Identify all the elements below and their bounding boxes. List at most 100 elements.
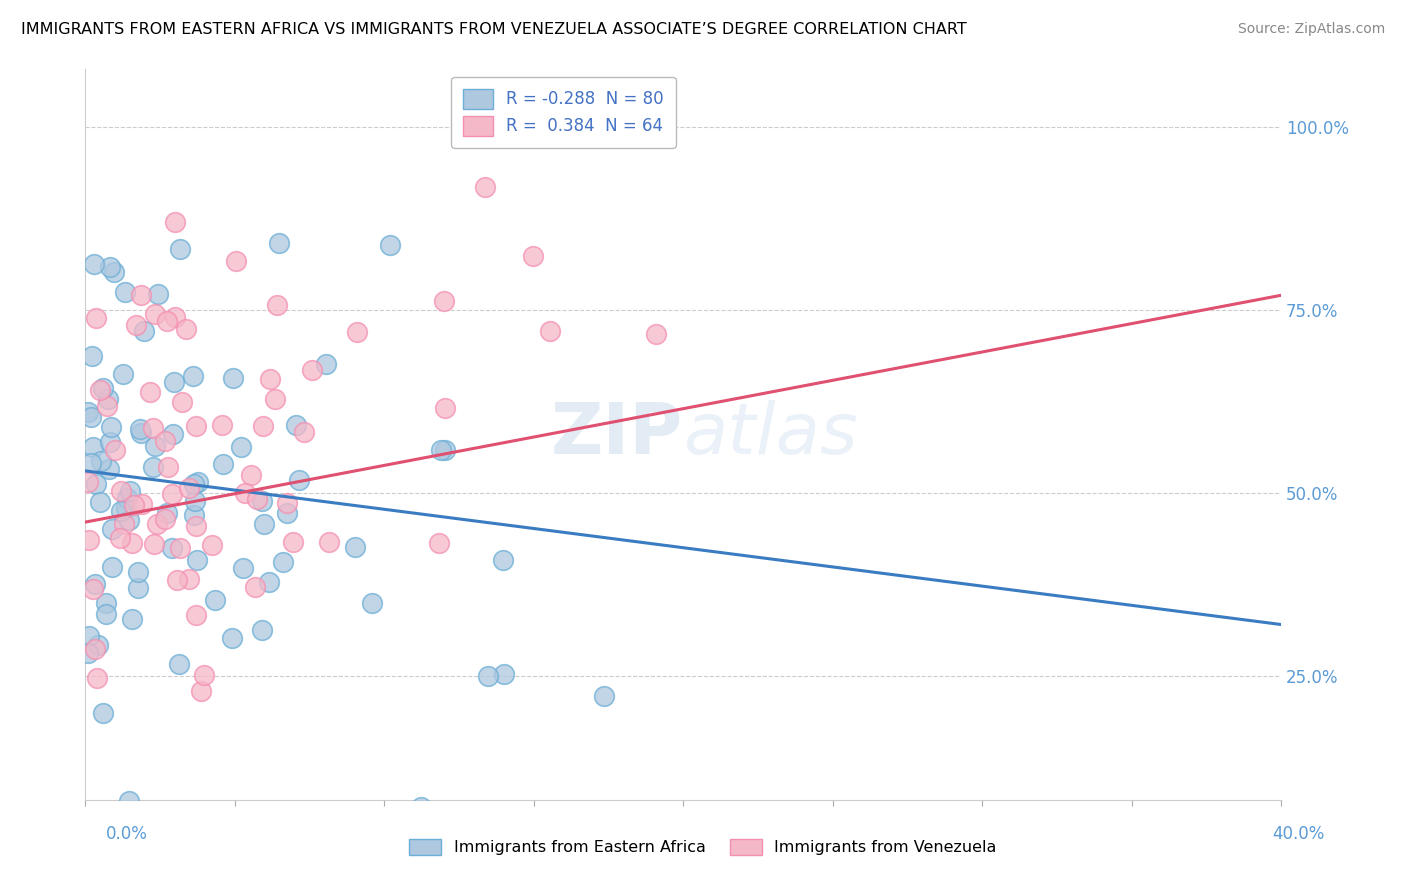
Point xyxy=(82,349,104,363)
Point xyxy=(108,531,131,545)
Point xyxy=(112,367,135,381)
Point xyxy=(167,657,190,671)
Point xyxy=(127,566,149,580)
Point xyxy=(115,491,138,505)
Point xyxy=(538,324,561,338)
Point xyxy=(79,629,101,643)
Point xyxy=(184,419,207,434)
Point xyxy=(285,418,308,433)
Point xyxy=(184,494,207,508)
Point xyxy=(121,536,143,550)
Point xyxy=(125,318,148,333)
Point xyxy=(292,425,315,440)
Point xyxy=(121,612,143,626)
Point xyxy=(276,496,298,510)
Point xyxy=(276,507,298,521)
Point xyxy=(169,541,191,555)
Point xyxy=(82,582,104,596)
Point xyxy=(183,477,205,491)
Point xyxy=(343,541,366,555)
Point xyxy=(139,384,162,399)
Point xyxy=(83,577,105,591)
Point xyxy=(86,477,108,491)
Point xyxy=(153,434,176,448)
Point xyxy=(157,459,180,474)
Point xyxy=(82,440,104,454)
Point xyxy=(235,486,257,500)
Point xyxy=(522,249,544,263)
Point xyxy=(143,307,166,321)
Point xyxy=(86,638,108,652)
Point xyxy=(118,794,141,808)
Point xyxy=(122,498,145,512)
Point xyxy=(83,257,105,271)
Point xyxy=(110,504,132,518)
Legend: Immigrants from Eastern Africa, Immigrants from Venezuela: Immigrants from Eastern Africa, Immigran… xyxy=(402,832,1004,862)
Point xyxy=(77,646,100,660)
Point xyxy=(183,508,205,523)
Point xyxy=(494,667,516,681)
Point xyxy=(118,484,141,499)
Point xyxy=(644,327,666,342)
Text: 0.0%: 0.0% xyxy=(105,825,148,843)
Point xyxy=(184,519,207,533)
Point xyxy=(172,395,194,409)
Point xyxy=(250,623,273,637)
Point xyxy=(271,555,294,569)
Point xyxy=(160,487,183,501)
Point xyxy=(378,238,401,252)
Point xyxy=(232,561,254,575)
Text: ZIP: ZIP xyxy=(551,400,683,469)
Point xyxy=(98,435,121,450)
Point xyxy=(134,325,156,339)
Point xyxy=(80,456,103,470)
Point xyxy=(204,592,226,607)
Point xyxy=(434,443,457,458)
Point xyxy=(281,534,304,549)
Point xyxy=(165,215,187,229)
Text: Source: ZipAtlas.com: Source: ZipAtlas.com xyxy=(1237,22,1385,37)
Point xyxy=(155,512,177,526)
Point xyxy=(211,418,233,433)
Point xyxy=(89,495,111,509)
Point xyxy=(127,581,149,595)
Point xyxy=(160,541,183,555)
Point xyxy=(301,363,323,377)
Point xyxy=(115,500,138,515)
Point xyxy=(98,260,121,274)
Text: atlas: atlas xyxy=(683,400,858,469)
Point xyxy=(186,552,208,566)
Point xyxy=(80,409,103,424)
Text: 40.0%: 40.0% xyxy=(1272,825,1324,843)
Point xyxy=(315,357,337,371)
Point xyxy=(253,516,276,531)
Point xyxy=(104,442,127,457)
Point xyxy=(143,439,166,453)
Point xyxy=(592,690,614,704)
Point xyxy=(77,533,100,548)
Point xyxy=(492,552,515,566)
Point xyxy=(267,236,290,251)
Point xyxy=(266,297,288,311)
Point xyxy=(474,179,496,194)
Point xyxy=(231,441,253,455)
Point xyxy=(245,580,267,594)
Point xyxy=(146,286,169,301)
Legend: R = -0.288  N = 80, R =  0.384  N = 64: R = -0.288 N = 80, R = 0.384 N = 64 xyxy=(451,77,676,147)
Point xyxy=(221,370,243,384)
Point xyxy=(131,497,153,511)
Point xyxy=(257,574,280,589)
Point xyxy=(114,285,136,300)
Point xyxy=(93,381,115,395)
Point xyxy=(94,595,117,609)
Point xyxy=(142,460,165,475)
Point xyxy=(225,253,247,268)
Point xyxy=(146,516,169,531)
Point xyxy=(118,513,141,527)
Point xyxy=(84,641,107,656)
Point xyxy=(181,368,204,383)
Point xyxy=(239,467,262,482)
Point xyxy=(190,683,212,698)
Point xyxy=(91,706,114,720)
Point xyxy=(156,314,179,328)
